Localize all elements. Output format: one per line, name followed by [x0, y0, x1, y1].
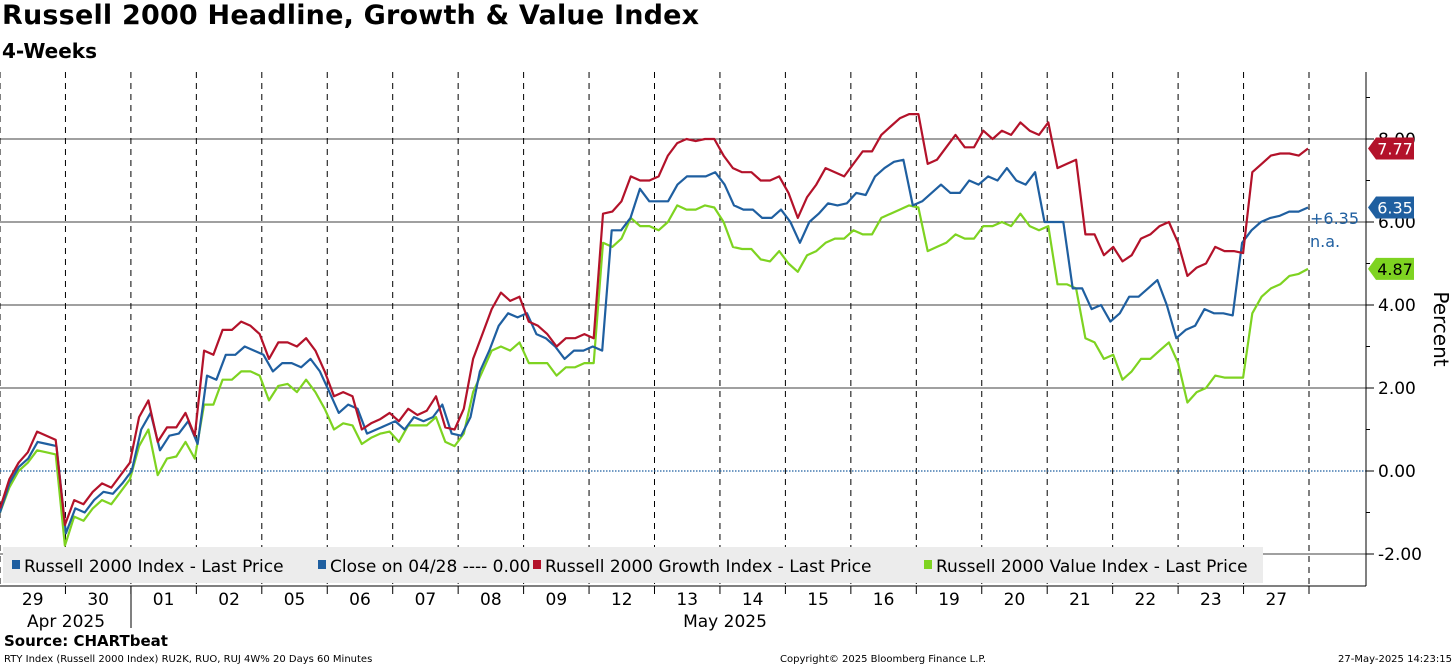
chart-title: Russell 2000 Headline, Growth & Value In… — [2, 0, 700, 31]
series-line-growth — [0, 112, 1309, 527]
legend: Russell 2000 Index - Last Price Close on … — [3, 547, 1263, 583]
series-layer — [0, 112, 1366, 547]
last-value-tag-text: 6.35 — [1377, 198, 1413, 217]
x-tick-label: 13 — [676, 590, 698, 610]
x-tick-label: 15 — [807, 590, 829, 610]
last-value-tag-value: 4.87 — [1368, 257, 1414, 280]
chart-subtitle: 4-Weeks — [2, 39, 97, 63]
last-value-tag-headline: 6.35 — [1368, 196, 1414, 219]
x-tick-label: 05 — [284, 590, 306, 610]
last-value-tag-bg — [1368, 196, 1414, 219]
x-tick-label: 14 — [742, 590, 764, 610]
legend-swatch-value — [924, 560, 932, 569]
footer-copyright: Copyright© 2025 Bloomberg Finance L.P. — [780, 654, 987, 665]
x-tick-label: 21 — [1069, 590, 1091, 610]
legend-background — [3, 547, 1263, 583]
annotation-na: n.a. — [1310, 232, 1340, 251]
x-tick-label: 06 — [349, 590, 371, 610]
y-tick-label: -2.00 — [1378, 545, 1422, 565]
legend-label-headline: Russell 2000 Index - Last Price — [24, 557, 284, 577]
series-line-headline — [0, 158, 1309, 535]
grid-layer — [0, 72, 1366, 586]
x-tick-label: 19 — [938, 590, 960, 610]
y-tick-label: 2.00 — [1378, 379, 1416, 399]
x-tick-label: 12 — [611, 590, 633, 610]
last-value-tag-growth: 7.77 — [1368, 137, 1414, 160]
x-tick-label: 16 — [873, 590, 895, 610]
last-value-tag-bg — [1368, 257, 1414, 280]
x-tick-label: 02 — [218, 590, 240, 610]
x-tick-label: 09 — [546, 590, 568, 610]
footer-description: RTY Index (Russell 2000 Index) RU2K, RUO… — [4, 654, 373, 665]
x-period-label: May 2025 — [683, 612, 767, 632]
y-axis-label: Percent — [1429, 291, 1453, 366]
last-value-tag-text: 4.87 — [1377, 260, 1413, 279]
x-tick-label: 08 — [480, 590, 502, 610]
x-tick-label: 22 — [1135, 590, 1157, 610]
x-tick-label: 07 — [415, 590, 437, 610]
label-layer: 7.77 6.35 4.87 +6.35 n.a. — [1310, 137, 1414, 280]
x-tick-label: 01 — [153, 590, 175, 610]
last-value-tag-bg — [1368, 137, 1414, 160]
series-line-value — [0, 204, 1309, 547]
legend-swatch-close — [318, 560, 326, 569]
last-value-tag-text: 7.77 — [1377, 140, 1413, 159]
x-tick-label: 30 — [87, 590, 109, 610]
x-tick-label: 29 — [22, 590, 44, 610]
source-note: Source: CHARTbeat — [4, 632, 168, 650]
footer-timestamp: 27-May-2025 14:23:15 — [1338, 654, 1452, 665]
x-tick-label: 23 — [1200, 590, 1222, 610]
legend-label-close: Close on 04/28 ---- 0.00 — [330, 557, 530, 577]
legend-label-value: Russell 2000 Value Index - Last Price — [936, 557, 1248, 577]
x-tick-label: 20 — [1004, 590, 1026, 610]
y-tick-label: 0.00 — [1378, 462, 1416, 482]
y-tick-label: 4.00 — [1378, 296, 1416, 316]
legend-swatch-headline — [12, 560, 20, 569]
legend-label-growth: Russell 2000 Growth Index - Last Price — [545, 557, 871, 577]
annotation-change: +6.35 — [1310, 209, 1359, 228]
legend-swatch-growth — [533, 560, 541, 569]
x-tick-label: 27 — [1265, 590, 1287, 610]
x-period-label: Apr 2025 — [27, 612, 105, 632]
